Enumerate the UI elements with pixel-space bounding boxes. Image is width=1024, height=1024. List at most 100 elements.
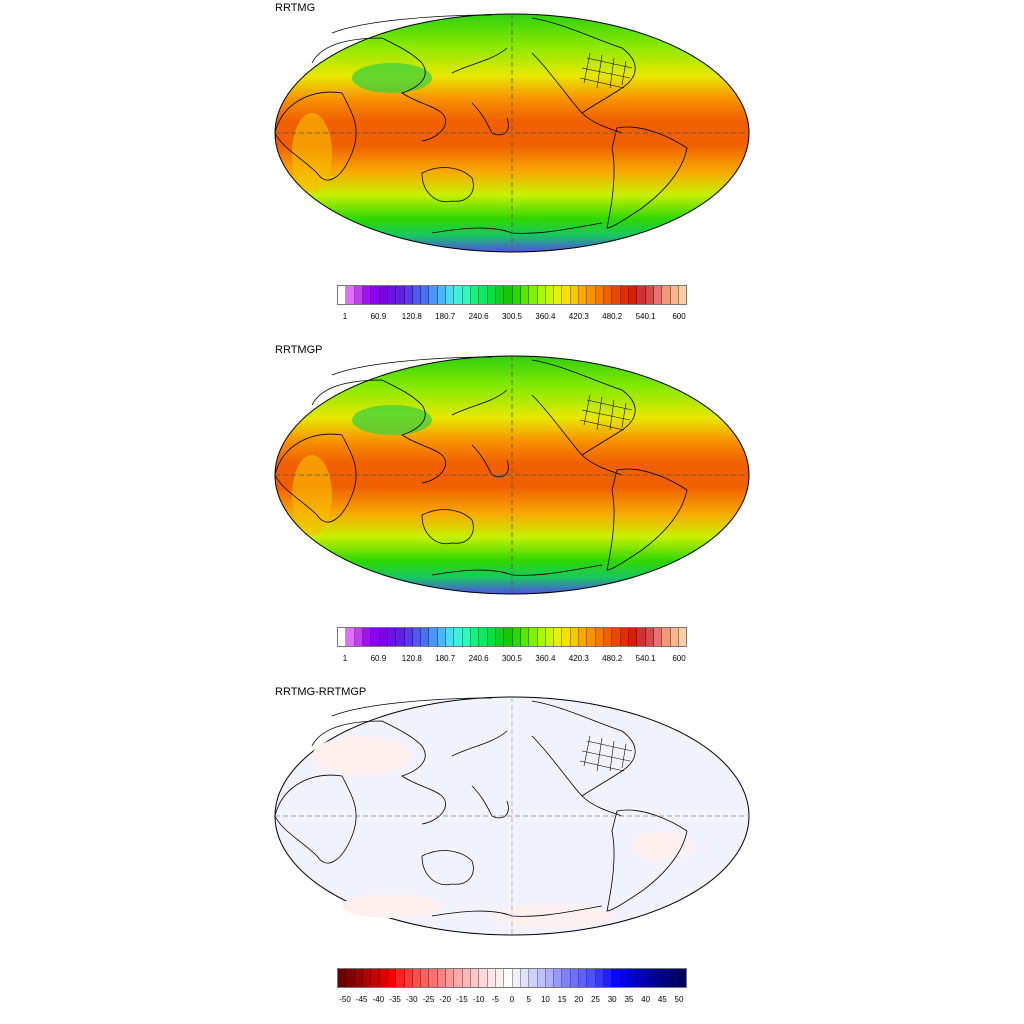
colorbar-box (637, 628, 646, 646)
colorbar-box (371, 969, 380, 987)
colorbar-tick-label: 360.4 (535, 654, 556, 663)
colorbar-box (437, 286, 447, 304)
colorbar-box (379, 286, 388, 304)
colorbar-box (354, 969, 363, 987)
colorbar-box (437, 969, 447, 987)
colorbar-box (504, 969, 513, 987)
colorbar-box (362, 286, 372, 304)
colorbar-box (504, 286, 513, 304)
colorbar-box (678, 969, 687, 987)
colorbar-box (628, 286, 638, 304)
colorbar-box (479, 286, 488, 304)
colorbar-box (595, 969, 604, 987)
colorbar-box (587, 969, 596, 987)
colorbar-box (587, 628, 596, 646)
colorbar-box (487, 628, 496, 646)
colorbar-box (454, 969, 463, 987)
colorbar-tick-label: 35 (624, 995, 634, 1004)
colorbar-box (545, 286, 555, 304)
colorbar-tick-label: -5 (491, 995, 499, 1004)
colorbar-tick-label: 30 (607, 995, 617, 1004)
colorbar-box (362, 969, 372, 987)
colorbar-tick-label: -25 (422, 995, 435, 1004)
colorbar-box (545, 969, 555, 987)
colorbar-tick-label: 600 (672, 312, 686, 321)
colorbar-box (653, 628, 663, 646)
colorbar-tick-label: 300.5 (501, 654, 523, 663)
colorbar-box (662, 628, 671, 646)
panel-title-rrtmgp: RRTMGP (275, 344, 323, 356)
colorbar-box (670, 286, 679, 304)
colorbar-box (396, 969, 405, 987)
colorbar-box (354, 628, 363, 646)
colorbar-box (604, 969, 613, 987)
colorbar-box (346, 628, 355, 646)
colorbar-box (379, 628, 388, 646)
colorbar-box (554, 286, 563, 304)
colorbar-rrtmgp (337, 627, 687, 647)
colorbar-box (595, 286, 604, 304)
colorbar-box (604, 286, 613, 304)
colorbar-box (579, 628, 588, 646)
colorbar-tick-label: 1 (342, 312, 348, 321)
colorbar-box (371, 628, 380, 646)
colorbar-box (487, 286, 496, 304)
colorbar-tick-label: -40 (372, 995, 385, 1004)
colorbar-box (554, 969, 563, 987)
colorbar-box (504, 628, 513, 646)
colorbar-box (421, 969, 430, 987)
panel-title-rrtmg: RRTMG (275, 2, 316, 14)
colorbar-box (338, 628, 347, 646)
colorbar-box (454, 286, 463, 304)
colorbar-box (429, 628, 438, 646)
colorbar-box (628, 969, 638, 987)
colorbar-box (479, 628, 488, 646)
colorbar-tick-label: -35 (389, 995, 401, 1004)
colorbar-box (520, 969, 530, 987)
colorbar-box (338, 969, 347, 987)
colorbar-box (579, 969, 588, 987)
colorbar-box (462, 286, 471, 304)
colorbar-box (662, 286, 671, 304)
colorbar-box (662, 969, 671, 987)
colorbar-tick-label: 420.3 (568, 312, 589, 321)
colorbar-tick-label: 10 (540, 995, 550, 1004)
colorbar-tick-label: 180.7 (435, 654, 456, 663)
colorbar-box (587, 286, 596, 304)
colorbar-box (495, 286, 505, 304)
colorbar-box (628, 628, 638, 646)
colorbar-box (471, 969, 480, 987)
colorbar-box (421, 286, 430, 304)
colorbar-box (653, 286, 663, 304)
colorbar-box (396, 286, 405, 304)
colorbar-tick-label: 240.6 (468, 654, 489, 663)
colorbar-tick-label: 50 (674, 995, 684, 1004)
colorbar-tick-label: 60.9 (370, 654, 387, 663)
colorbar-box (396, 628, 405, 646)
colorbar-box (512, 969, 521, 987)
colorbar-box (653, 969, 663, 987)
colorbar-box (529, 286, 538, 304)
colorbar-box (429, 286, 438, 304)
colorbar-box (645, 628, 654, 646)
colorbar-box (570, 969, 580, 987)
colorbar-box (537, 286, 546, 304)
colorbar-box (678, 628, 687, 646)
colorbar-box (620, 628, 629, 646)
colorbar-box (554, 628, 563, 646)
colorbar-box (570, 628, 580, 646)
colorbar-box (595, 628, 604, 646)
map-rrtmgp (274, 355, 750, 595)
colorbar-tick-label: -30 (406, 995, 418, 1004)
colorbar-box (387, 628, 397, 646)
colorbar-box (479, 969, 488, 987)
colorbar-box (412, 628, 422, 646)
colorbar-box (645, 286, 654, 304)
map-difference (274, 696, 750, 936)
colorbar-box (454, 628, 463, 646)
colorbar-box (412, 969, 422, 987)
colorbar-box (678, 286, 687, 304)
colorbar-tick-label: 300.5 (501, 312, 523, 321)
colorbar-box (346, 969, 355, 987)
colorbar-box (446, 969, 455, 987)
